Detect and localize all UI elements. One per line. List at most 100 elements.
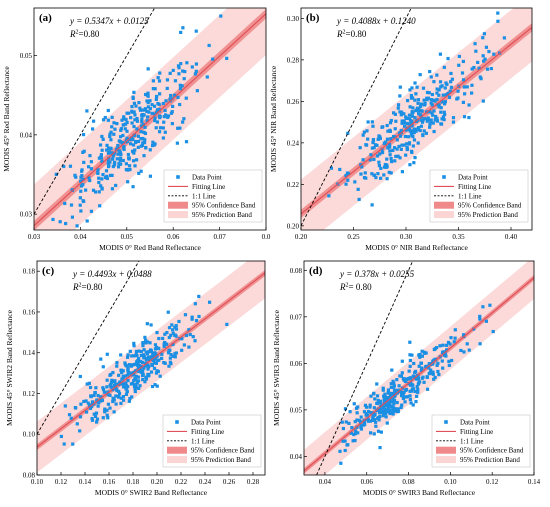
data-point <box>369 394 373 398</box>
data-point <box>462 333 466 337</box>
data-point <box>134 349 139 354</box>
data-point <box>472 65 476 70</box>
data-point <box>427 91 431 95</box>
equation-text: y = 0.4088x + 0.1240 <box>336 16 416 26</box>
data-point <box>132 101 137 105</box>
data-point <box>478 342 482 346</box>
data-point <box>388 121 393 125</box>
data-point <box>126 353 130 357</box>
data-point <box>438 80 443 84</box>
data-point <box>96 404 100 408</box>
data-point <box>419 118 423 122</box>
data-point <box>405 99 410 103</box>
y-axis-label: MODIS 45° SWIR2 Band Reflectance <box>5 309 14 426</box>
data-point <box>68 164 73 168</box>
data-point <box>165 78 170 82</box>
data-point <box>167 364 171 368</box>
data-point <box>153 112 157 116</box>
data-point <box>110 125 114 129</box>
data-point <box>459 348 463 353</box>
data-point <box>54 172 58 176</box>
data-point <box>358 146 362 150</box>
data-point <box>372 392 376 396</box>
data-point <box>160 356 164 360</box>
data-point <box>100 148 104 152</box>
data-point <box>375 154 380 158</box>
data-point <box>133 387 137 391</box>
data-point <box>144 146 148 150</box>
data-point <box>63 404 67 408</box>
data-point <box>136 359 140 363</box>
data-point <box>395 138 399 142</box>
data-point <box>139 169 143 173</box>
data-point <box>463 92 467 96</box>
data-point <box>359 425 363 429</box>
data-point <box>390 368 394 372</box>
data-point <box>145 340 150 344</box>
data-point <box>389 385 393 389</box>
data-point <box>415 377 419 381</box>
data-point <box>126 373 130 377</box>
legend-label: 95% Prediction Band <box>460 456 520 464</box>
data-point <box>136 139 141 144</box>
data-point <box>430 111 434 115</box>
data-point <box>173 325 177 329</box>
data-point <box>140 117 144 121</box>
data-point <box>81 150 85 154</box>
data-point <box>381 403 385 408</box>
data-point <box>163 332 167 336</box>
data-point <box>190 317 194 321</box>
data-point <box>441 93 445 97</box>
data-point <box>443 112 447 117</box>
data-point <box>133 118 137 122</box>
data-point <box>402 124 407 128</box>
data-point <box>112 132 116 136</box>
data-point <box>412 138 417 142</box>
y-tick-label: 0.20 <box>287 222 300 230</box>
data-point <box>131 159 136 163</box>
data-point <box>150 103 154 107</box>
panel-3: 0.04 0.06 0.08 0.10 0.12 0.14 0.04 0.05 0.06 0.07… <box>272 260 541 497</box>
data-point <box>120 370 124 375</box>
data-point <box>194 29 198 33</box>
data-point <box>380 147 384 151</box>
data-point <box>96 393 100 398</box>
data-point <box>427 372 431 376</box>
data-point <box>356 405 360 409</box>
data-point <box>405 121 409 126</box>
data-point <box>115 157 119 161</box>
data-point <box>142 356 146 360</box>
data-point <box>140 373 145 378</box>
data-point <box>445 82 449 86</box>
data-point <box>450 358 454 363</box>
data-point <box>138 368 143 372</box>
data-point <box>151 79 155 83</box>
legend-confidence-marker <box>434 201 454 209</box>
data-point <box>448 342 452 346</box>
data-point <box>136 366 140 370</box>
data-point <box>153 87 157 91</box>
data-point <box>440 359 444 363</box>
data-point <box>103 407 107 411</box>
plot-area <box>304 261 534 475</box>
data-point <box>414 108 418 113</box>
legend-label: Data Point <box>191 419 221 427</box>
data-point <box>391 385 395 390</box>
data-point <box>115 364 119 368</box>
data-point <box>388 409 392 413</box>
data-point <box>105 174 109 179</box>
data-point <box>74 175 78 179</box>
y-tick-label: 0.22 <box>287 181 300 189</box>
data-point <box>87 176 91 180</box>
data-point <box>109 130 113 134</box>
data-point <box>170 323 174 327</box>
data-point <box>59 434 63 439</box>
data-point <box>161 126 165 130</box>
data-point <box>407 135 411 139</box>
data-point <box>341 426 346 431</box>
data-point <box>426 96 431 100</box>
data-point <box>110 187 115 191</box>
data-point <box>414 129 418 133</box>
equation-text: y = 0.4493x + 0.0488 <box>72 269 152 279</box>
